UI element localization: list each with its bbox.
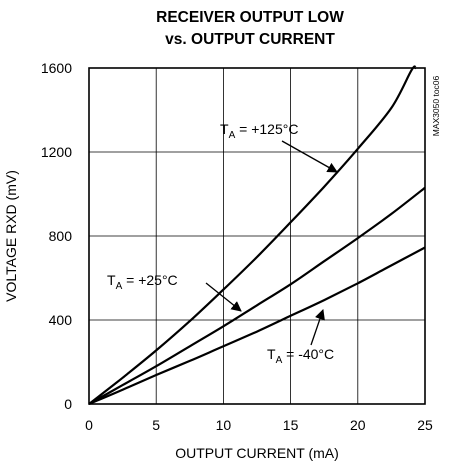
grid [89, 68, 425, 404]
curve-label-0: TA = +125°C [220, 121, 298, 141]
y-tick-label-3: 1200 [41, 144, 72, 160]
x-tick-label-0: 0 [85, 417, 93, 433]
curve-25c [88, 186, 426, 405]
curve-minus40c [88, 246, 426, 406]
x-tick-label-1: 5 [152, 417, 160, 433]
curve-125c [88, 65, 417, 405]
curves [88, 65, 426, 406]
curve-label-1: TA = +25°C [107, 272, 178, 292]
plot-frame [88, 67, 426, 405]
leader-arrow-1 [205, 282, 242, 312]
leader-arrow-0 [281, 140, 338, 173]
leader-arrow-2 [310, 309, 325, 346]
chart-title-line2: vs. OUTPUT CURRENT [165, 31, 335, 48]
curve-labels: TA = +125°C TA = +25°C TA = -40°C [107, 121, 338, 366]
figure-code: MAX3050 toc06 [431, 75, 441, 136]
x-tick-label-3: 15 [283, 417, 299, 433]
x-axis-label: OUTPUT CURRENT (mA) [175, 445, 339, 461]
tick-labels: 0 5 10 15 20 25 0 400 800 1200 1600 [41, 60, 433, 433]
chart-title-line1: RECEIVER OUTPUT LOW [156, 9, 344, 26]
x-tick-label-2: 10 [216, 417, 232, 433]
y-tick-label-1: 400 [49, 312, 73, 328]
y-tick-label-2: 800 [49, 228, 73, 244]
y-tick-label-0: 0 [64, 396, 72, 412]
y-tick-label-4: 1600 [41, 60, 72, 76]
x-tick-label-4: 20 [350, 417, 366, 433]
y-axis-label: VOLTAGE RXD (mV) [3, 170, 19, 302]
x-tick-label-5: 25 [417, 417, 433, 433]
curve-label-2: TA = -40°C [267, 346, 334, 366]
